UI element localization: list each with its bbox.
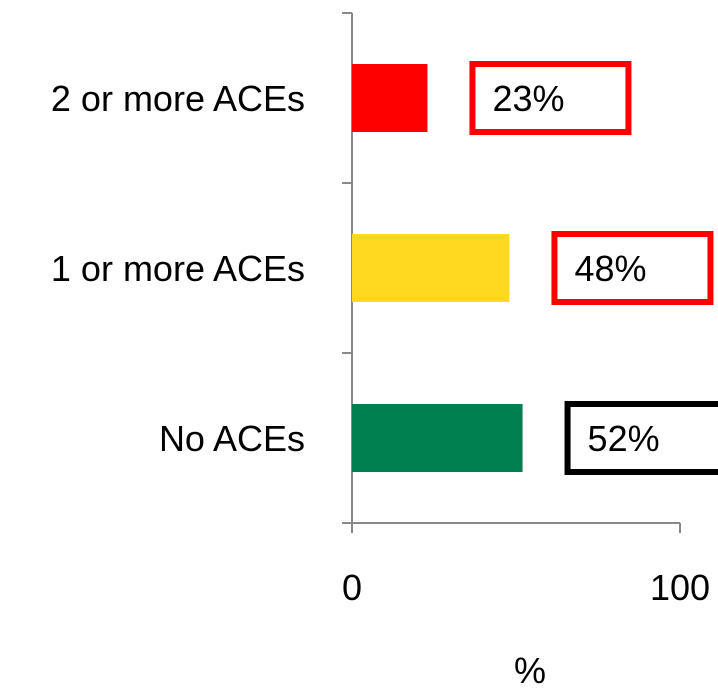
data-label-box <box>564 401 718 475</box>
x-tick-label: 0 <box>342 567 362 608</box>
bar <box>352 404 523 472</box>
data-label-box <box>551 231 714 305</box>
x-axis-label: % <box>514 650 546 691</box>
category-label: 1 or more ACEs <box>51 248 305 289</box>
data-label-box <box>469 61 632 135</box>
x-tick-label: 100 <box>650 567 710 608</box>
data-label: 23% <box>492 78 564 119</box>
category-label: No ACEs <box>159 418 305 459</box>
category-label: 2 or more ACEs <box>51 78 305 119</box>
plot-area: 0 100 2 or more ACEs 23% 1 or more ACEs 48% No… <box>51 12 718 608</box>
bar <box>352 64 428 132</box>
data-label: 48% <box>574 248 646 289</box>
bar <box>352 234 510 302</box>
data-label: 52% <box>588 418 660 459</box>
